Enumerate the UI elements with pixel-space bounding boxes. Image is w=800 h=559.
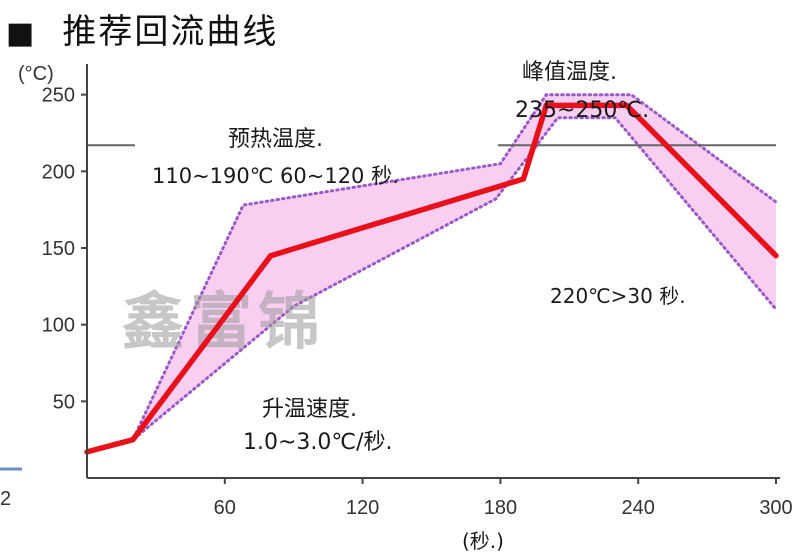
axes: 50 100 150 200 250 60 120 180 240 300 — [0, 64, 793, 519]
x-axis-unit: (秒.) — [462, 529, 504, 553]
square-bullet-icon: ■ — [6, 16, 37, 51]
reflow-profile-line — [84, 102, 779, 455]
y-tick-label: 50 — [53, 391, 75, 413]
x-tick-label: 240 — [622, 497, 655, 519]
peak-title: 峰值温度. — [522, 60, 617, 85]
page-title: ■ 推荐回流曲线 — [6, 4, 278, 53]
x-tick-label: 60 — [214, 497, 236, 519]
y-axis-unit: (°C) — [18, 63, 54, 85]
annotations: 预热温度. 110~190℃ 60~120 秒. 峰值温度. 235~250℃.… — [0, 60, 686, 553]
tolerance-window — [85, 93, 778, 454]
y-tick-label: 200 — [42, 161, 75, 183]
x-tick-label: 180 — [484, 497, 517, 519]
tolerance-window-fill — [87, 94, 776, 452]
ramp-value: 1.0~3.0℃/秒. — [243, 430, 393, 455]
side-page-marker: 2 — [0, 488, 11, 510]
time-above-liquidus: 220℃>30 秒. — [550, 284, 686, 308]
y-tick-label: 250 — [42, 85, 75, 107]
ramp-title: 升温速度. — [262, 397, 357, 422]
profile-layer — [84, 102, 779, 455]
upper_limit-line — [85, 93, 778, 454]
y-tick-label: 100 — [42, 315, 75, 337]
preheat-title: 预热温度. — [228, 127, 323, 152]
x-tick-label: 120 — [346, 497, 379, 519]
x-tick-label: 300 — [759, 497, 792, 519]
peak-value: 235~250℃. — [515, 98, 649, 123]
title-text: 推荐回流曲线 — [62, 12, 279, 52]
lower_limit-line — [85, 116, 778, 454]
y-tick-label: 150 — [42, 238, 75, 260]
preheat-value: 110~190℃ 60~120 秒. — [152, 164, 399, 188]
